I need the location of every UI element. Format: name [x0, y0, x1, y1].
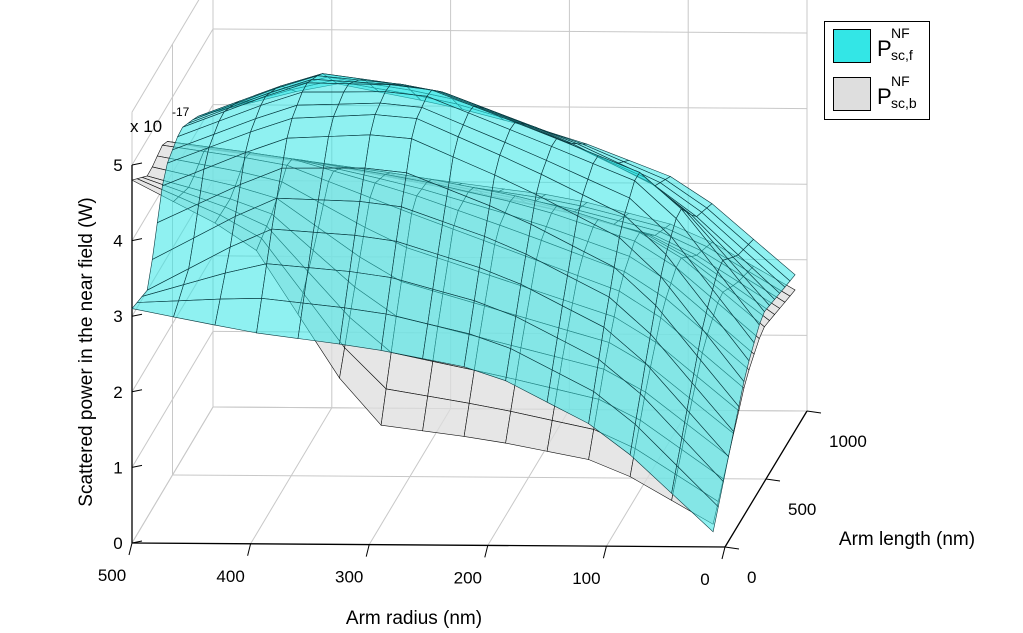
- surface-facet: [312, 199, 361, 236]
- legend-item-backward: P NF sc,b: [833, 74, 928, 114]
- x-tick-label: 500: [98, 566, 126, 585]
- x-tick-mark: [484, 545, 489, 558]
- legend-sub-forward: sc,f: [891, 47, 913, 63]
- z-exponent-base: x 10: [130, 117, 162, 136]
- surface-facet: [380, 388, 429, 432]
- surface-facet: [296, 91, 345, 106]
- z-tick-label: 1: [113, 458, 122, 477]
- legend-main-backward: P: [877, 84, 892, 109]
- x-axis-label: Arm radius (nm): [346, 608, 482, 629]
- legend-main-forward: P: [877, 36, 892, 61]
- surface-facet: [261, 263, 309, 304]
- surface-facet: [256, 297, 304, 339]
- z-exponent-power: -17: [172, 105, 190, 119]
- surface-facet: [369, 114, 418, 140]
- z-tick-mark: [131, 238, 143, 242]
- x-tick-label: 200: [454, 568, 482, 587]
- surface-facet: [339, 307, 387, 351]
- x-tick-mark: [247, 543, 252, 556]
- surface-facet: [359, 167, 407, 208]
- x-tick-label: 0: [700, 570, 709, 589]
- surface-facet: [328, 114, 376, 137]
- z-tick-mark: [131, 162, 143, 166]
- surface-facet: [349, 234, 397, 278]
- surface-facet: [344, 271, 392, 315]
- x-tick-label: 300: [335, 568, 363, 587]
- z-tick-mark: [131, 313, 143, 317]
- surface-facet: [671, 464, 719, 533]
- surface-facet: [301, 82, 350, 93]
- z-tick-mark: [131, 464, 143, 468]
- z-tick-label: 2: [113, 383, 122, 402]
- x-tick-label: 400: [216, 567, 244, 586]
- z-tick-mark: [131, 540, 143, 544]
- y-tick-mark: [765, 478, 781, 482]
- y-axis-label: Arm length (nm): [839, 529, 975, 550]
- surface-facet: [173, 298, 221, 326]
- surface-facet: [214, 297, 262, 334]
- surface-facet: [276, 167, 324, 201]
- z-tick-label: 3: [113, 307, 122, 326]
- z-tick-label: 0: [113, 534, 122, 553]
- surface-facet: [338, 91, 386, 105]
- wall-gridline: [131, 28, 214, 166]
- legend-item-forward: P NF sc,f: [833, 26, 928, 66]
- wall-gridline: [131, 331, 214, 468]
- surface-facet: [281, 136, 329, 169]
- surface-facet: [297, 302, 345, 345]
- surface-facet: [364, 134, 412, 174]
- y-tick-label: 500: [788, 500, 816, 519]
- surface-facet: [266, 228, 314, 268]
- z-tick-label: 5: [113, 156, 122, 175]
- x-tick-label: 100: [572, 569, 600, 588]
- surface-facet: [343, 83, 391, 93]
- surface-facet: [318, 167, 366, 202]
- surface-facet: [271, 197, 319, 233]
- legend-swatch-backward: [833, 77, 871, 111]
- x-tick-mark: [365, 544, 370, 557]
- legend-sup-forward: NF: [891, 25, 910, 41]
- wall-gridline: [131, 406, 214, 544]
- x-tick-mark: [721, 546, 726, 560]
- x-axis-line: [131, 542, 726, 548]
- z-tick-label: 4: [113, 232, 122, 251]
- surface-facet: [323, 134, 371, 169]
- surface-facet: [354, 201, 402, 242]
- x-tick-mark: [602, 546, 607, 559]
- wall-gridline: [212, 28, 808, 34]
- surface-facet: [302, 267, 351, 309]
- y-tick-mark: [724, 546, 740, 550]
- x-tick-mark: [128, 542, 133, 556]
- y-tick-label: 0: [747, 568, 756, 587]
- legend-sub-backward: sc,b: [891, 95, 917, 111]
- y-tick-mark: [806, 410, 822, 414]
- z-axis-label: Scattered power in the near field (W): [76, 197, 97, 506]
- surface-forward: [131, 73, 796, 533]
- surface-facet: [286, 116, 334, 139]
- surface-facet: [307, 231, 356, 272]
- y-tick-label: 1000: [829, 432, 867, 451]
- legend-swatch-forward: [833, 29, 871, 63]
- legend-sup-backward: NF: [891, 73, 910, 89]
- surface-facet: [291, 103, 340, 119]
- wall-gridline: [131, 0, 200, 113]
- surfaces: [131, 73, 796, 533]
- z-tick-mark: [131, 389, 143, 393]
- legend: P NF sc,f P NF sc,b: [824, 21, 930, 120]
- surface-facet: [422, 395, 470, 437]
